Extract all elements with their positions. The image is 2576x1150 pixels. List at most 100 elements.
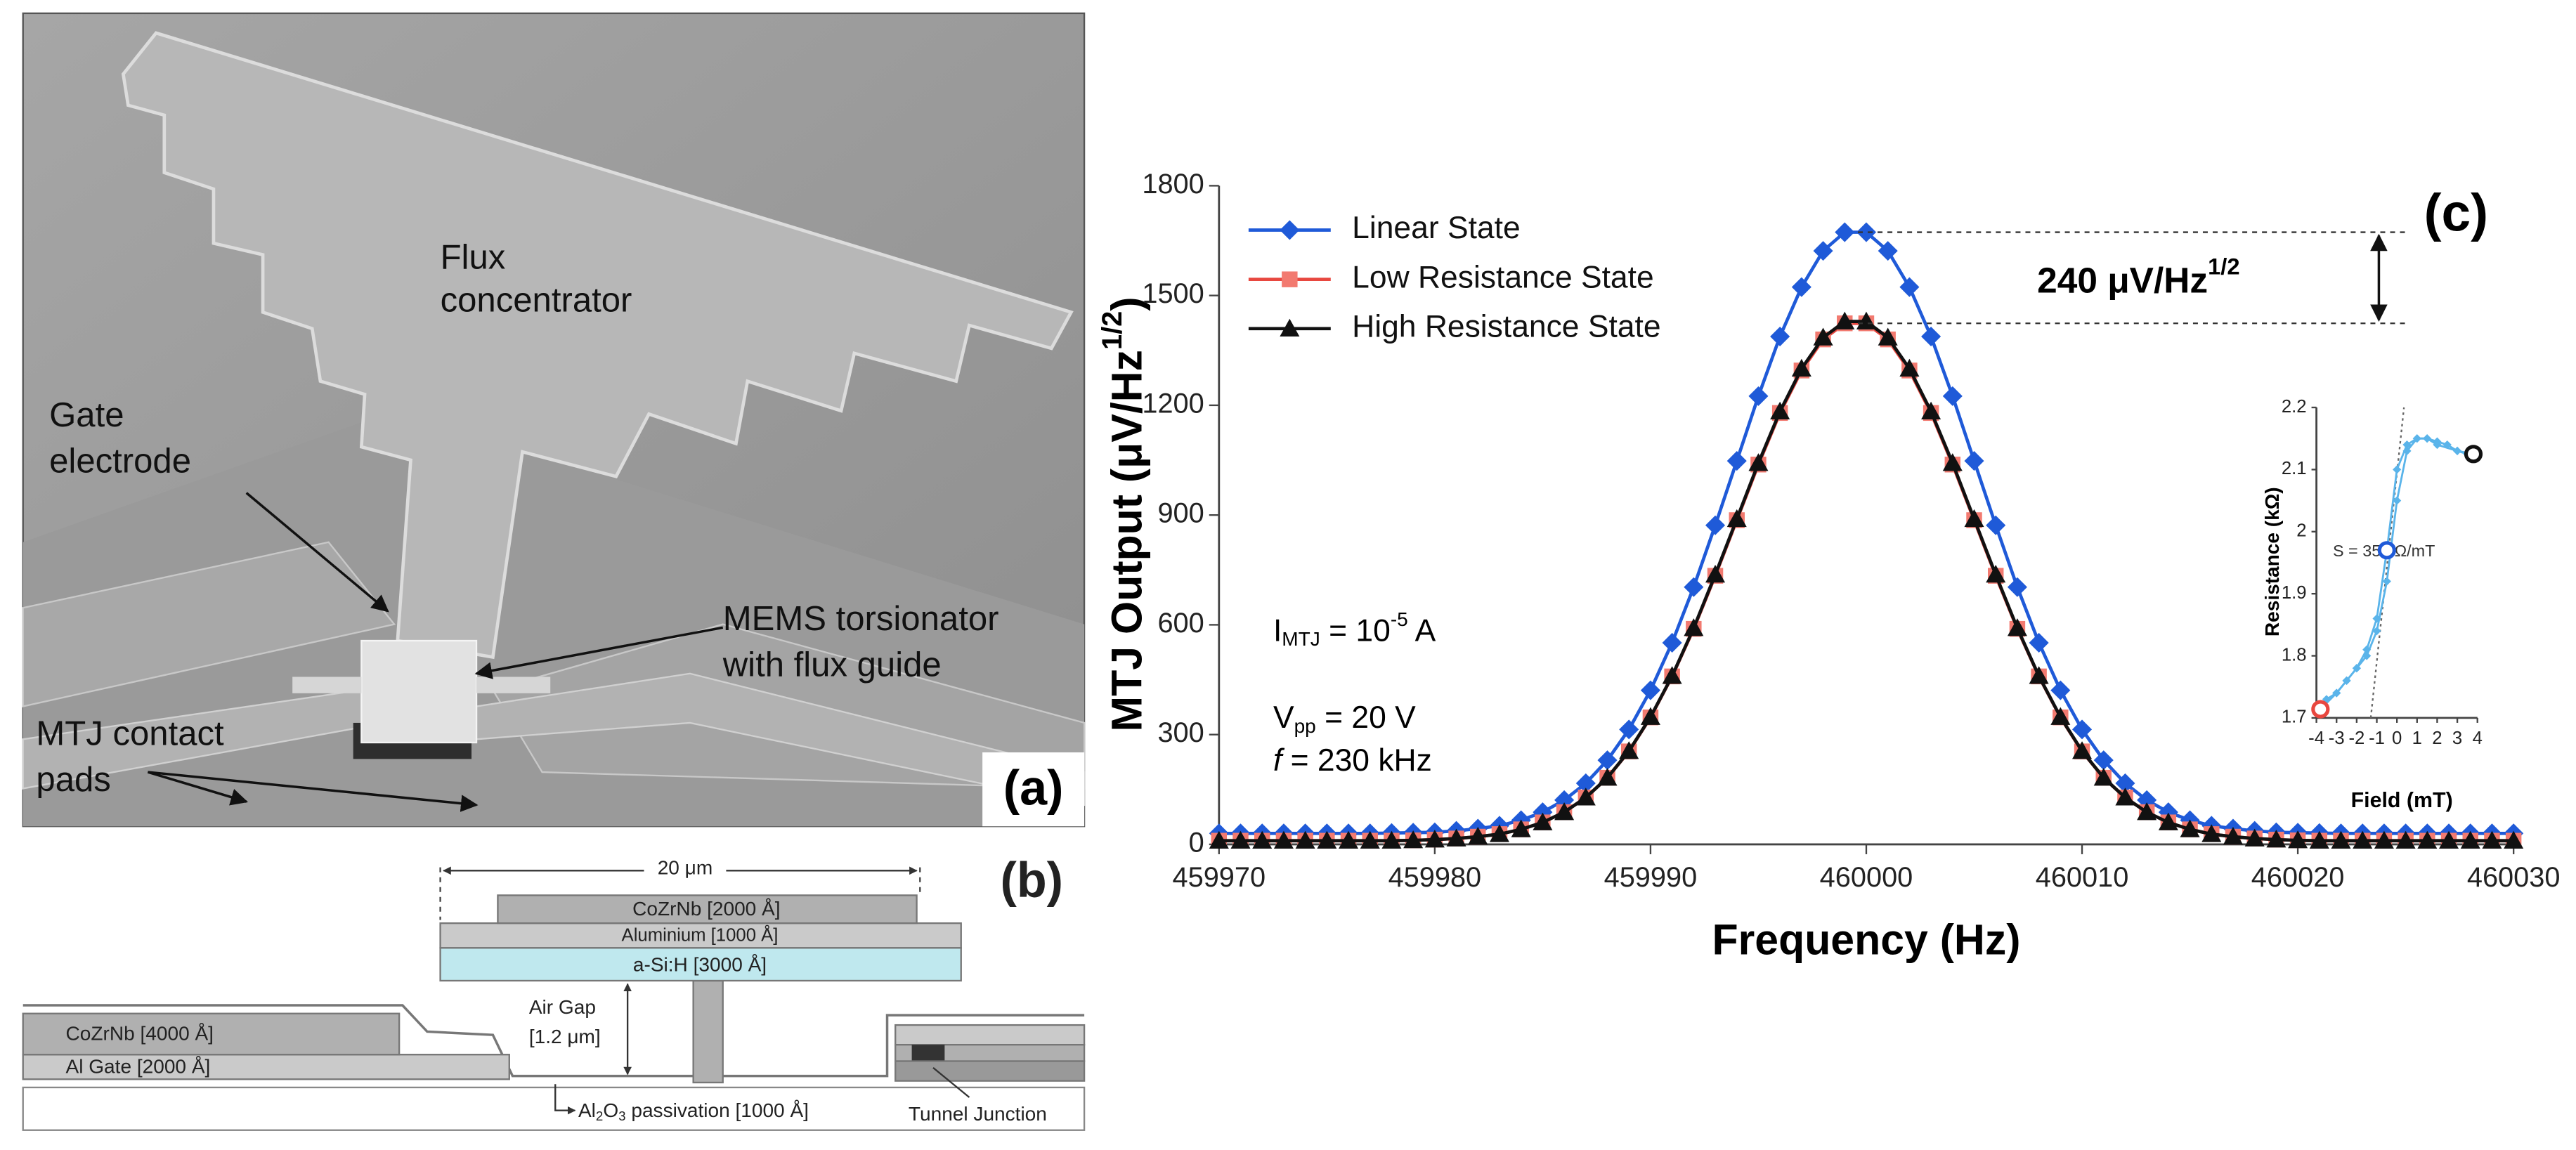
marker bbox=[1684, 577, 1704, 597]
marker bbox=[1273, 830, 1294, 849]
marker bbox=[2482, 830, 2502, 849]
marker bbox=[2093, 768, 2114, 786]
marker bbox=[1878, 241, 1898, 261]
substrate bbox=[22, 1086, 1086, 1131]
marker bbox=[2180, 819, 2200, 837]
marker bbox=[1597, 768, 1618, 786]
arrow bbox=[148, 771, 479, 812]
y-axis-label: MTJ Output (μV/Hz1/2) bbox=[1097, 297, 1151, 732]
label-part: I bbox=[1273, 613, 1282, 648]
marker bbox=[2072, 741, 2093, 759]
x-axis-label: Frequency (Hz) bbox=[1712, 915, 2021, 963]
label: a-Si:H [3000 Å] bbox=[633, 953, 767, 975]
marker bbox=[1964, 509, 1984, 528]
y-tick-label: 2.1 bbox=[2282, 459, 2307, 478]
cozrnb-layer bbox=[22, 1012, 401, 1056]
marker bbox=[1575, 788, 1596, 806]
x-tick-label: 2 bbox=[2432, 728, 2442, 748]
marker bbox=[1791, 277, 1811, 297]
label-part: = 20 V bbox=[1316, 700, 1416, 735]
marker bbox=[1726, 509, 1747, 528]
marker bbox=[1640, 707, 1660, 725]
marker bbox=[2374, 830, 2394, 849]
x-tick-label: 460020 bbox=[2251, 862, 2345, 893]
marker bbox=[1662, 632, 1682, 653]
label-box bbox=[982, 752, 1085, 827]
label: Aluminium [1000 Å] bbox=[622, 924, 779, 946]
panel-b: (b) 20 μm CoZrNb [2000 Å] Aluminium [100… bbox=[22, 853, 1086, 1131]
tangent-line bbox=[2369, 407, 2405, 719]
panel-label: (b) bbox=[1000, 853, 1063, 908]
x-tick-label: 459970 bbox=[1173, 862, 1266, 893]
marker bbox=[1726, 451, 1747, 471]
marker bbox=[2244, 828, 2265, 847]
marker bbox=[1986, 515, 2006, 535]
marker bbox=[2115, 773, 2135, 793]
x-tick-label: 460010 bbox=[2036, 862, 2129, 893]
marker bbox=[2050, 707, 2071, 725]
x-tick-label: 460030 bbox=[2467, 862, 2561, 893]
marker bbox=[1899, 277, 1920, 297]
marker bbox=[2382, 577, 2391, 586]
marker bbox=[1252, 830, 1273, 849]
marker bbox=[1813, 241, 1833, 261]
marker bbox=[1705, 565, 1726, 583]
legend-label: Low Resistance State bbox=[1352, 260, 1654, 294]
y-tick-label: 0 bbox=[1189, 827, 1204, 858]
marker bbox=[2439, 830, 2459, 849]
marker bbox=[1360, 830, 1380, 849]
label-part: pp bbox=[1294, 715, 1316, 737]
marker bbox=[1446, 828, 1466, 847]
hinge bbox=[292, 677, 362, 693]
label: Air Gap bbox=[529, 996, 596, 1018]
arrow bbox=[554, 1084, 576, 1115]
legend-label: High Resistance State bbox=[1352, 310, 1660, 344]
x-tick-label: 460000 bbox=[1820, 862, 1913, 893]
aluminium-layer bbox=[439, 922, 962, 949]
highlight-point bbox=[2377, 541, 2396, 560]
label: Tunnel Junction bbox=[909, 1103, 1047, 1125]
marker bbox=[2029, 666, 2049, 684]
label: Gate bbox=[49, 396, 124, 434]
label-part: MTJ Output (μV/Hz bbox=[1103, 350, 1151, 731]
y-tick-label: 300 bbox=[1157, 717, 1204, 748]
marker bbox=[2353, 830, 2373, 849]
annotation: IMTJ = 10-5 A bbox=[1273, 608, 1436, 650]
marker bbox=[1295, 830, 1315, 849]
marker bbox=[2007, 577, 2027, 597]
marker bbox=[2093, 750, 2114, 771]
marker bbox=[1835, 222, 1855, 242]
marker bbox=[1230, 830, 1251, 849]
marker bbox=[1339, 830, 1359, 849]
marker bbox=[1813, 327, 1833, 346]
marker bbox=[2007, 618, 2027, 636]
marker bbox=[1899, 358, 1920, 377]
torsionator bbox=[360, 639, 478, 744]
marker bbox=[2201, 824, 2222, 842]
marker bbox=[1856, 311, 1877, 329]
marker bbox=[1921, 401, 1941, 419]
series-line bbox=[2320, 437, 2473, 710]
marker bbox=[1468, 826, 1488, 845]
y-tick-label: 1.7 bbox=[2282, 707, 2307, 727]
marker bbox=[2460, 830, 2480, 849]
marker bbox=[1381, 830, 1402, 849]
arrow bbox=[474, 626, 724, 679]
marker bbox=[1640, 680, 1660, 700]
label-part: = 10 bbox=[1320, 613, 1391, 648]
y-tick-label: 1.9 bbox=[2282, 583, 2307, 603]
x-tick-label: -3 bbox=[2329, 728, 2345, 748]
marker bbox=[2504, 830, 2524, 849]
panel-label: (a) bbox=[1003, 761, 1064, 816]
legend-marker bbox=[1280, 220, 1300, 240]
marker bbox=[1986, 565, 2006, 583]
x-tick-label: -1 bbox=[2369, 728, 2385, 748]
marker bbox=[1317, 830, 1337, 849]
x-tick-label: 4 bbox=[2473, 728, 2483, 748]
label: pads bbox=[36, 761, 110, 799]
label-part: 3 bbox=[618, 1109, 625, 1123]
marker bbox=[2072, 719, 2093, 740]
label: [1.2 μm] bbox=[529, 1026, 601, 1047]
inset-x-label: Field (mT) bbox=[2351, 788, 2453, 812]
